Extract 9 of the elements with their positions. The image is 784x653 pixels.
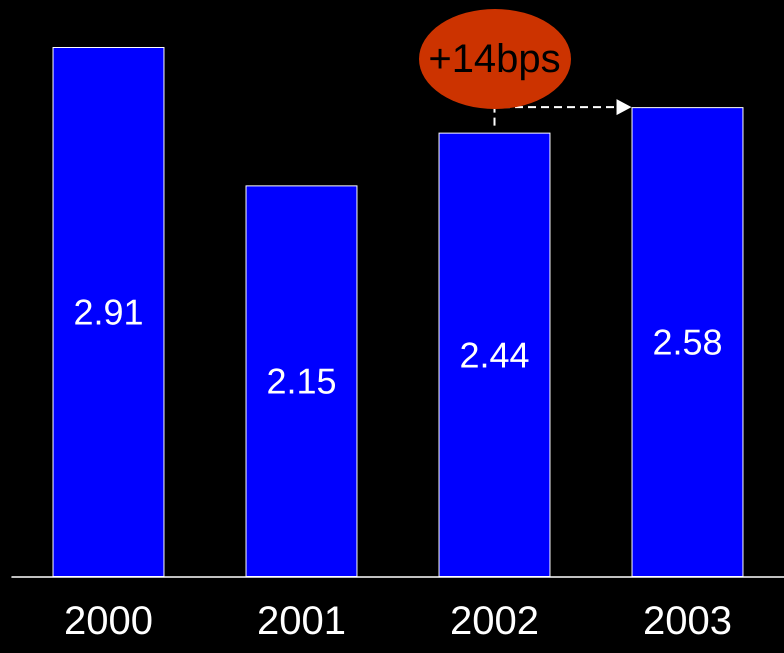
x-tick-label: 2002 [450,599,539,643]
x-tick-label: 2000 [64,599,153,643]
x-tick-label: 2003 [643,599,732,643]
data-label: 2.44 [459,334,530,376]
x-tick-label: 2001 [257,599,346,643]
data-label: 2.91 [73,292,144,332]
data-label: 2.58 [652,322,723,363]
data-label: 2.15 [266,360,337,402]
annotation: +14bps [428,36,561,82]
